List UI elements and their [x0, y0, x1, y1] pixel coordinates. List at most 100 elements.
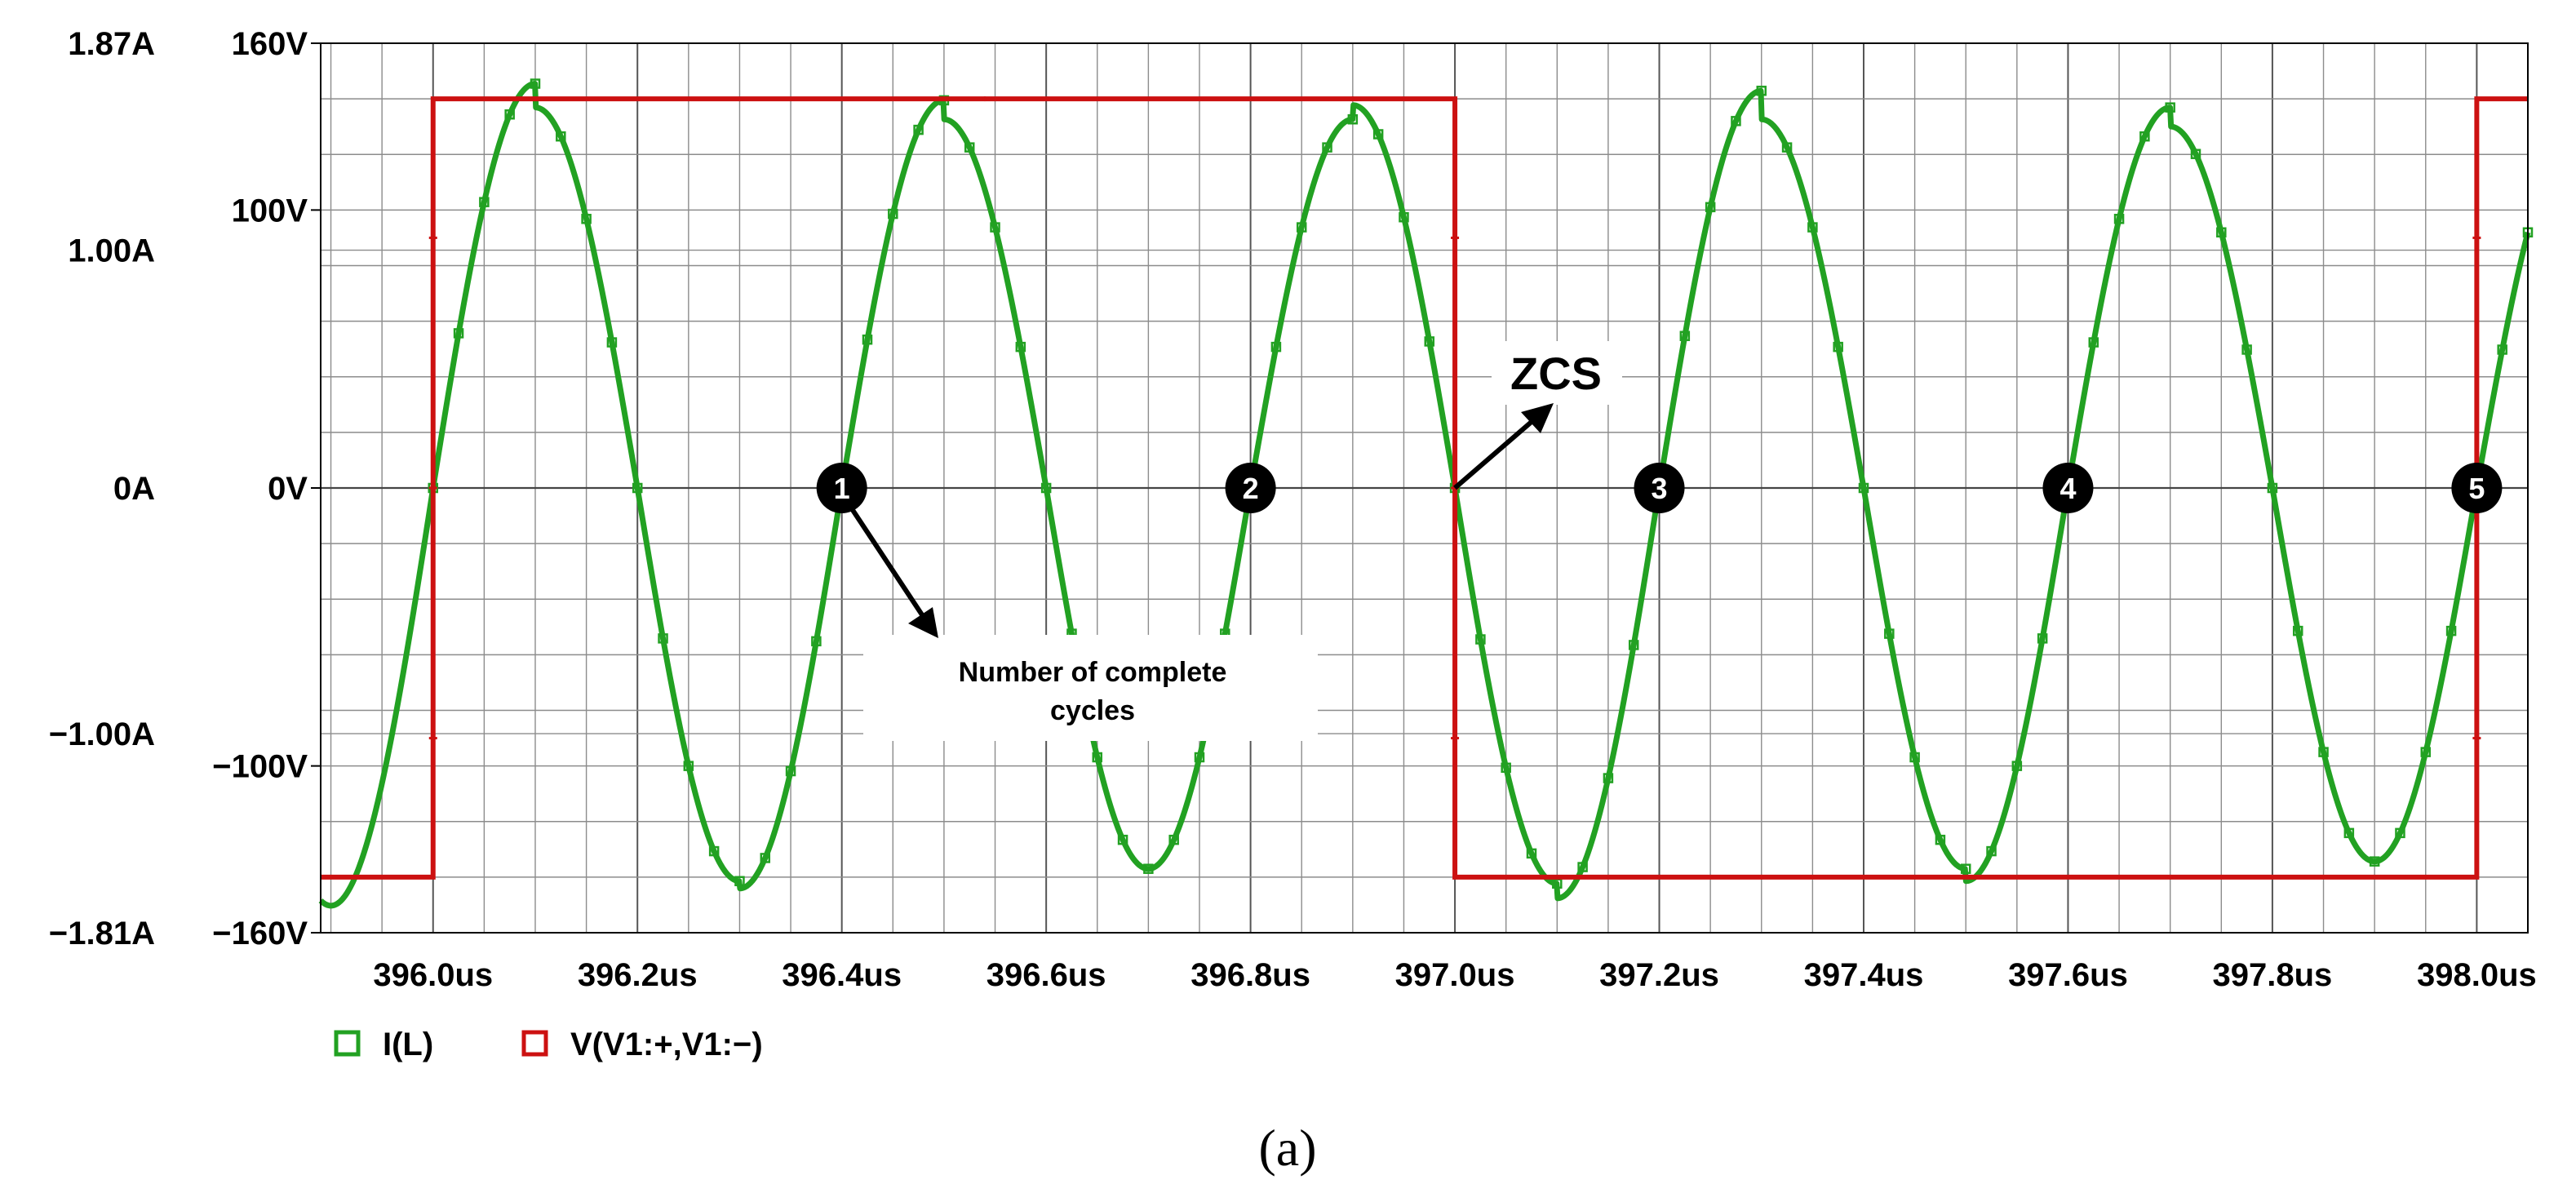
series-point-il: [1194, 752, 1205, 763]
series-point-il: [2190, 149, 2201, 159]
cycle-markers: 1 2 3 4 5: [816, 463, 2503, 513]
y-tick-label-current: 1.00A: [68, 233, 155, 269]
series-point-il: [2216, 227, 2227, 238]
series-point-il: [1015, 341, 1026, 353]
zcs-label: ZCS: [1510, 348, 1602, 399]
series-point-il: [1960, 863, 1971, 874]
series-point-il: [1705, 202, 1716, 213]
series-point-il: [2369, 856, 2380, 867]
series-point-il: [2241, 344, 2252, 355]
series-point-il: [1858, 482, 1869, 494]
series-point-il: [1399, 211, 1409, 223]
x-tick-label: 397.4us: [1804, 957, 1924, 993]
series-point-il: [811, 636, 822, 647]
series-point-il: [1475, 634, 1486, 645]
series-point-il: [964, 142, 975, 153]
series-point-il: [2395, 827, 2405, 839]
series-point-il: [1603, 773, 1614, 783]
y-tick-label-current: −1.81A: [49, 916, 155, 951]
cycle-marker-label: 3: [1652, 472, 1668, 505]
series-point-il: [862, 334, 873, 345]
series-point-il: [1756, 86, 1767, 96]
legend-swatch-v1: [521, 1030, 548, 1057]
y-tick-label-voltage: −160V: [212, 916, 308, 951]
y-tick-label-current: 1.87A: [68, 26, 155, 62]
series-point-il: [2011, 761, 2023, 771]
x-tick-label: 396.0us: [373, 957, 493, 993]
series-point-il: [888, 208, 898, 220]
x-tick-label: 396.2us: [578, 957, 698, 993]
series-point-il: [1833, 341, 1843, 353]
x-tick-label: 397.2us: [1599, 957, 1719, 993]
x-tick-label: 397.0us: [1395, 957, 1515, 993]
series-point-il: [530, 78, 541, 89]
series-point-il: [1731, 116, 1741, 126]
legend-swatch-il: [334, 1030, 361, 1057]
series-point-il: [1884, 628, 1895, 639]
series-point-il: [1577, 862, 1588, 872]
series-point-il: [581, 214, 592, 224]
series-point-il: [785, 765, 796, 777]
cycle-marker: [1634, 463, 1685, 513]
zcs-label-box: [1492, 341, 1622, 405]
series-point-il: [2113, 214, 2125, 224]
series-line-il: [318, 81, 2531, 909]
figure-caption: (a): [1258, 1119, 1316, 1177]
series-point-il: [658, 633, 668, 644]
y-tick-label-current: 0A: [113, 471, 155, 507]
series-point-il: [1092, 752, 1103, 763]
series-point-il: [1501, 762, 1511, 774]
x-tick-label: 396.8us: [1190, 957, 1310, 993]
series-point-il: [2318, 747, 2329, 757]
series-point-il: [1347, 114, 1359, 125]
series-point-il: [1909, 752, 1920, 763]
series-point-il: [1807, 222, 1818, 233]
series-point-il: [1296, 222, 1307, 233]
series-point-il: [734, 876, 745, 887]
series-point-il: [2139, 131, 2150, 142]
series-point-il: [453, 328, 464, 339]
series-point-il: [606, 337, 618, 348]
series-point-v1: [982, 96, 988, 102]
cycle-marker: [816, 463, 867, 513]
series-point-il: [2292, 625, 2303, 636]
series-point-il: [1143, 863, 1154, 874]
cycle-marker-label: 1: [834, 472, 850, 505]
series-point-il: [1168, 834, 1179, 845]
cycles-annotation-line2: cycles: [1050, 695, 1135, 726]
x-tick-label: 397.8us: [2213, 957, 2333, 993]
cycle-marker: [2451, 463, 2503, 513]
series-point-il: [1781, 142, 1793, 153]
cycle-marker-label: 2: [1243, 472, 1259, 505]
series-point-il: [1628, 640, 1639, 650]
y-tick-label-voltage: −100V: [212, 749, 308, 785]
series-point-il: [1424, 336, 1435, 347]
series-point-v1: [1350, 96, 1355, 102]
series-point-il: [2497, 344, 2507, 355]
cycles-arrowhead: [908, 607, 938, 638]
series-point-il: [2343, 827, 2355, 839]
series-point-il: [2165, 102, 2175, 113]
cycle-marker: [1225, 463, 1276, 513]
x-tick-label: 396.6us: [987, 957, 1106, 993]
x-tick-label: 396.4us: [782, 957, 902, 993]
x-tick-label: 398.0us: [2417, 957, 2537, 993]
cycle-marker-label: 4: [2059, 472, 2076, 505]
y-tick-label-voltage: 160V: [232, 26, 308, 62]
series-point-il: [683, 761, 694, 771]
series-point-il: [913, 124, 924, 135]
series-point-il: [2445, 625, 2457, 636]
series-point-il: [760, 853, 771, 863]
cycles-annotation-line1: Number of complete: [959, 657, 1227, 688]
series-point-il: [2267, 482, 2278, 494]
series-point-il: [1526, 848, 1537, 859]
series-point-il: [2420, 747, 2432, 757]
series-point-il: [1986, 845, 1997, 857]
series-point-il: [2037, 633, 2048, 644]
series-point-il: [1040, 482, 1052, 494]
series-point-il: [990, 222, 1000, 233]
series-point-v1: [2167, 874, 2173, 880]
y-tick-label-current: −1.00A: [49, 716, 155, 752]
series-point-il: [2088, 337, 2099, 348]
